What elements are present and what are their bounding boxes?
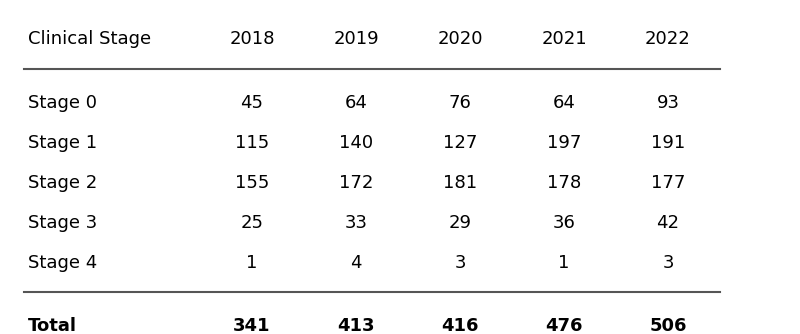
Text: 178: 178 <box>547 174 581 192</box>
Text: 191: 191 <box>651 134 685 152</box>
Text: 2020: 2020 <box>438 29 482 47</box>
Text: 115: 115 <box>235 134 269 152</box>
Text: Stage 0: Stage 0 <box>28 94 97 112</box>
Text: 1: 1 <box>558 254 570 272</box>
Text: 341: 341 <box>234 317 270 334</box>
Text: 93: 93 <box>657 94 679 112</box>
Text: 2022: 2022 <box>645 29 691 47</box>
Text: 476: 476 <box>546 317 582 334</box>
Text: 76: 76 <box>449 94 471 112</box>
Text: 127: 127 <box>443 134 477 152</box>
Text: Total: Total <box>28 317 77 334</box>
Text: 181: 181 <box>443 174 477 192</box>
Text: Stage 4: Stage 4 <box>28 254 98 272</box>
Text: 416: 416 <box>442 317 478 334</box>
Text: 2021: 2021 <box>541 29 587 47</box>
Text: 140: 140 <box>339 134 373 152</box>
Text: 506: 506 <box>650 317 686 334</box>
Text: 155: 155 <box>235 174 269 192</box>
Text: Stage 2: Stage 2 <box>28 174 98 192</box>
Text: 29: 29 <box>449 214 471 232</box>
Text: 33: 33 <box>345 214 367 232</box>
Text: 177: 177 <box>651 174 685 192</box>
Text: 2019: 2019 <box>333 29 379 47</box>
Text: 2018: 2018 <box>230 29 274 47</box>
Text: 1: 1 <box>246 254 258 272</box>
Text: 4: 4 <box>350 254 362 272</box>
Text: 36: 36 <box>553 214 575 232</box>
Text: 197: 197 <box>547 134 581 152</box>
Text: Stage 1: Stage 1 <box>28 134 97 152</box>
Text: 25: 25 <box>241 214 263 232</box>
Text: 3: 3 <box>662 254 674 272</box>
Text: 413: 413 <box>338 317 374 334</box>
Text: Stage 3: Stage 3 <box>28 214 98 232</box>
Text: 64: 64 <box>345 94 367 112</box>
Text: 3: 3 <box>454 254 466 272</box>
Text: 42: 42 <box>657 214 679 232</box>
Text: 45: 45 <box>241 94 263 112</box>
Text: 172: 172 <box>339 174 373 192</box>
Text: Clinical Stage: Clinical Stage <box>28 29 151 47</box>
Text: 64: 64 <box>553 94 575 112</box>
